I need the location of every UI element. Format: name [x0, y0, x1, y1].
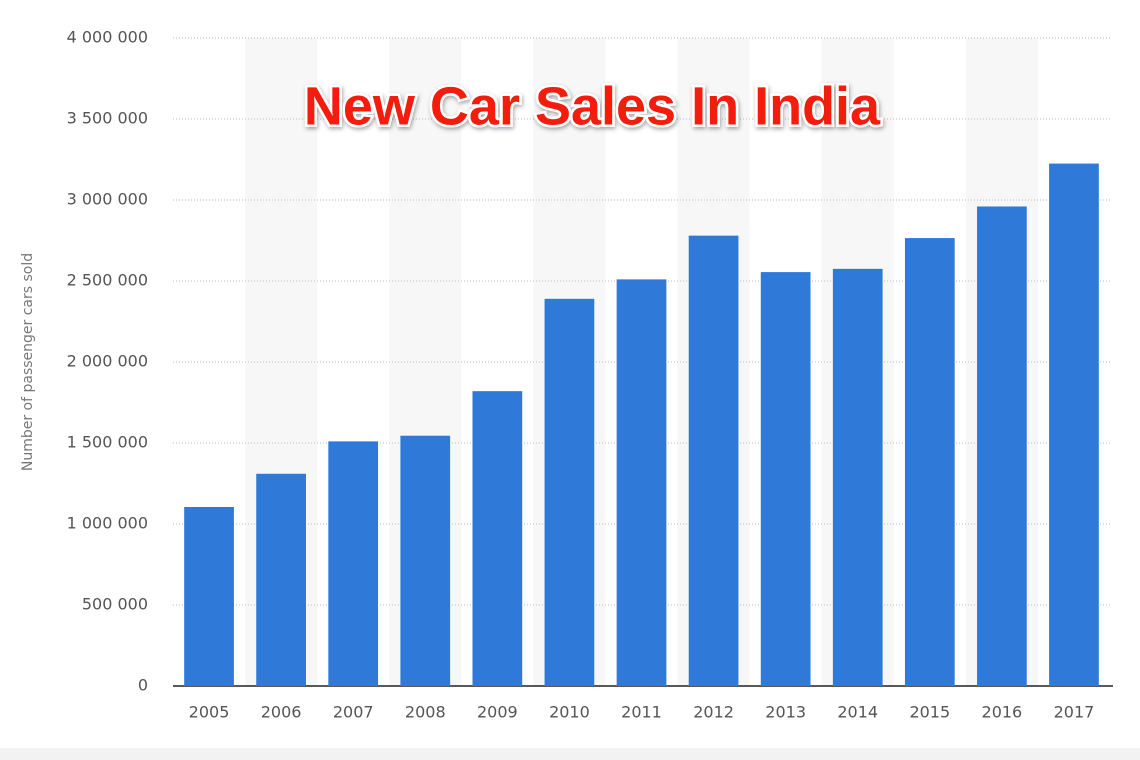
bar	[1049, 163, 1099, 687]
y-tick-label: 3 500 000	[67, 109, 148, 128]
bar	[472, 391, 523, 686]
x-tick-label: 2009	[477, 703, 518, 722]
x-tick-label: 2016	[982, 703, 1023, 722]
y-tick-label: 3 000 000	[67, 190, 148, 209]
x-tick-label: 2012	[693, 703, 734, 722]
y-tick-label: 1 500 000	[67, 433, 148, 452]
bar	[544, 298, 595, 686]
x-tick-label: 2011	[621, 703, 662, 722]
bar	[904, 238, 955, 686]
bar	[760, 272, 811, 686]
bar	[977, 206, 1027, 687]
bar	[256, 473, 306, 686]
y-tick-label: 2 500 000	[67, 271, 148, 290]
y-tick-label: 4 000 000	[67, 28, 148, 47]
x-tick-label: 2015	[909, 703, 950, 722]
x-tick-label: 2007	[333, 703, 374, 722]
x-tick-label: 2006	[261, 703, 302, 722]
bar	[328, 441, 379, 686]
y-tick-label: 1 000 000	[67, 514, 148, 533]
x-tick-label: 2010	[549, 703, 590, 722]
bar	[832, 268, 883, 686]
bar	[688, 235, 739, 686]
x-tick-label: 2013	[765, 703, 806, 722]
bar	[616, 279, 667, 686]
y-axis-label: Number of passenger cars sold	[20, 253, 36, 471]
x-tick-label: 2008	[405, 703, 446, 722]
y-tick-label: 500 000	[82, 595, 148, 614]
x-tick-label: 2017	[1054, 703, 1095, 722]
y-tick-label: 0	[138, 676, 148, 695]
x-tick-label: 2014	[837, 703, 878, 722]
bar	[184, 506, 234, 686]
plot: 0 500 000 1 000 000 1 500 000 2 000 000 2 500…	[67, 28, 1113, 722]
bar	[400, 435, 451, 686]
x-tick-label: 2005	[189, 703, 230, 722]
footer-strip	[0, 748, 1140, 760]
chart-title: New Car Sales In India	[304, 76, 881, 136]
y-tick-label: 2 000 000	[67, 352, 148, 371]
